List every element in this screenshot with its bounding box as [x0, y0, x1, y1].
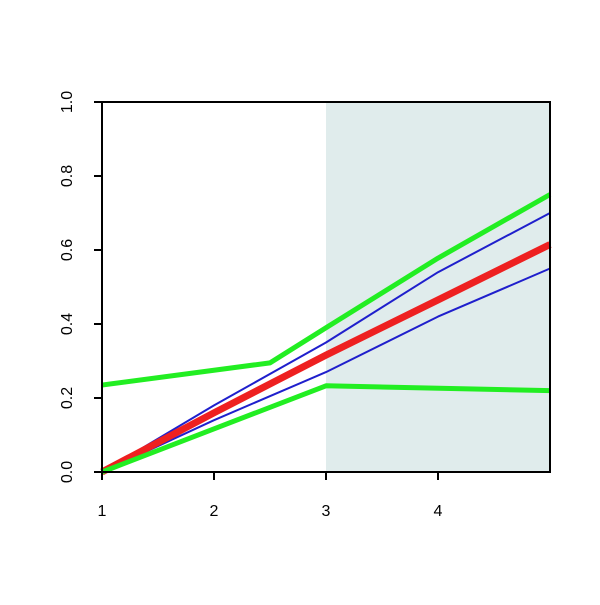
line: [101, 383, 551, 475]
y-tick-label: 0.4: [59, 313, 76, 335]
x-tick-label: 1: [98, 503, 107, 520]
line: [101, 267, 551, 473]
y-tick-label: 0.0: [59, 461, 76, 483]
y-tick-label: 1.0: [59, 91, 76, 113]
y-tick-label: 0.2: [59, 387, 76, 409]
x-tick-label: 4: [434, 503, 443, 520]
y-tick-label: 0.8: [59, 165, 76, 187]
y-tick-label: 0.6: [59, 239, 76, 261]
x-tick-label: 2: [210, 503, 219, 520]
line: [101, 212, 551, 473]
line: [101, 192, 552, 388]
x-tick-label: 3: [322, 503, 331, 520]
line: [100, 241, 552, 476]
shaded-region: [326, 102, 550, 472]
